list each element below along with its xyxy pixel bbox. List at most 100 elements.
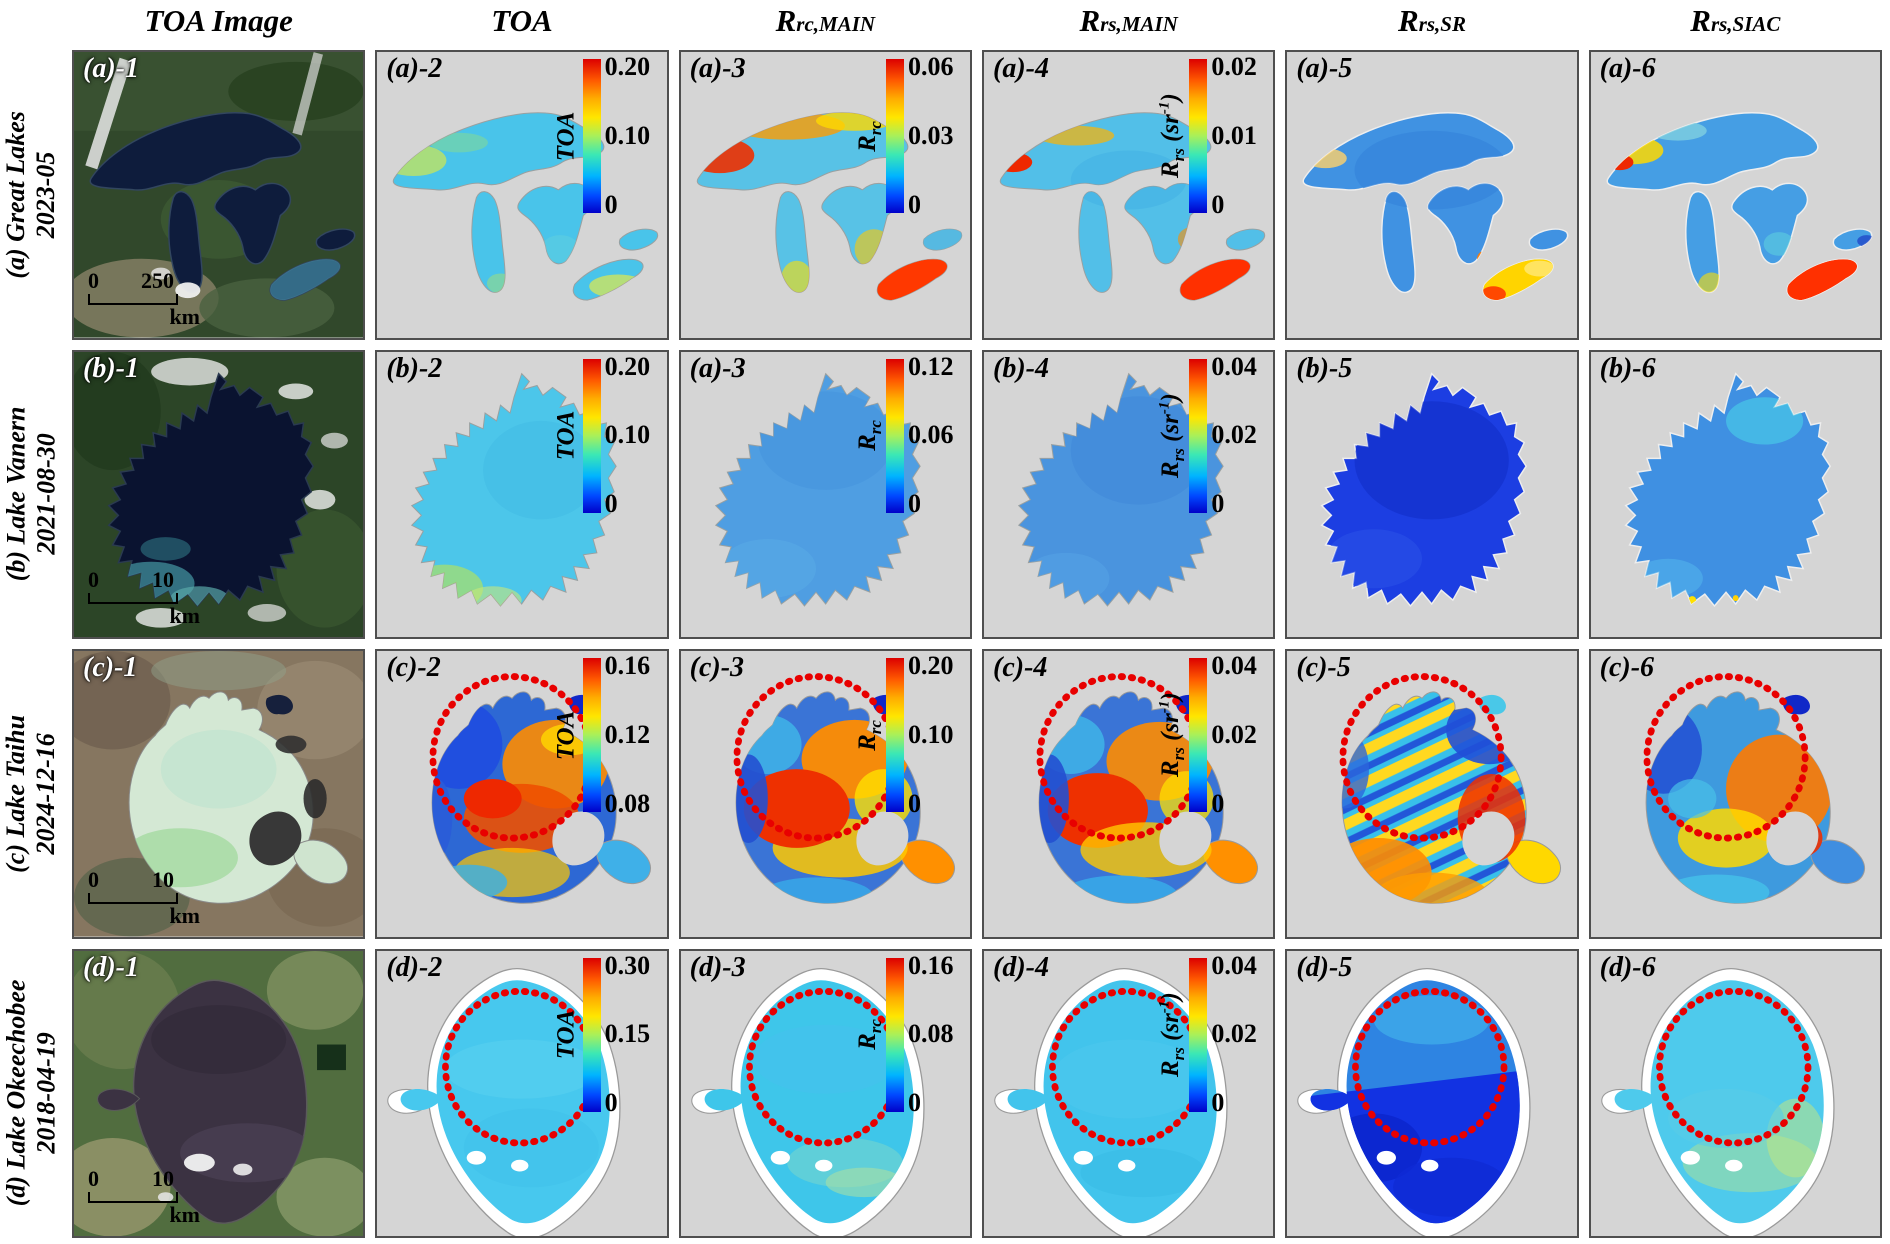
colorbar-rrc: Rrc 0.20 0.10 0 — [852, 651, 966, 818]
panel-c1: (c)-1 0 10 km — [72, 649, 366, 939]
map-lake-okeechobee-rrs-sr — [1297, 967, 1531, 1236]
colorbar-axis-label: Rrs (sr-1) — [1156, 393, 1188, 478]
annotation-circle — [1339, 673, 1505, 842]
map-lake-taihu-rrs-siac — [1643, 673, 1865, 904]
colorbar-axis-label: Rrc — [853, 420, 885, 451]
colorbar-axis-label: TOA — [552, 1009, 580, 1060]
map-lake-okeechobee-toa — [387, 967, 621, 1236]
panel-tag: (b)-2 — [386, 352, 443, 384]
scale-bar: 0 10 km — [88, 866, 200, 928]
panel-c5: (c)-5 — [1285, 649, 1579, 939]
colorbar-ticks: 0.20 0.10 0 — [908, 651, 954, 818]
colorbar-rrs: Rrs (sr-1) 0.02 0.01 0 — [1155, 53, 1269, 217]
colorbar-axis-label: Rrc — [853, 1019, 885, 1050]
colorbar-gradient — [1189, 658, 1208, 812]
colorbar-gradient — [1189, 358, 1208, 513]
satellite-image-lake-okeechobee — [74, 950, 364, 1236]
colorbar-gradient — [886, 358, 904, 513]
colorbar-gradient — [886, 957, 904, 1112]
colorbar-ticks: 0.20 0.10 0 — [604, 52, 651, 219]
panel-tag: (c)-6 — [1599, 652, 1655, 683]
panel-c4: (c)-4 Rrs (sr-1) 0.04 0.02 0 — [982, 649, 1276, 939]
panel-d2: (d)-2 TOA 0.30 0.15 0 — [375, 948, 669, 1238]
scale-bar: 0 10 km — [88, 567, 200, 628]
map-lake-vanern-rrs-siac — [1624, 372, 1831, 607]
colorbar-axis-label: Rrc — [853, 719, 885, 751]
panel-tag: (d)-4 — [993, 951, 1049, 983]
colorbar-gradient — [1189, 59, 1208, 213]
annotation-circle — [1352, 987, 1508, 1146]
panel-tag: (d)-5 — [1296, 951, 1353, 983]
panel-tag: (b)-1 — [83, 352, 139, 384]
map-great-lakes-toa — [377, 52, 666, 338]
map-lake-taihu-rrs-sr — [1339, 673, 1562, 904]
colorbar-gradient — [582, 658, 601, 812]
panel-b6: (b)-6 — [1588, 349, 1882, 639]
column-header-toa: TOA — [491, 2, 553, 38]
colorbar-axis-label: Rrs (sr-1) — [1156, 992, 1188, 1077]
colorbar-gradient — [582, 957, 601, 1112]
annotation-circle — [1655, 987, 1812, 1146]
colorbar-axis-label: Rrc — [853, 120, 885, 152]
panel-a4: (a)-4 Rrs (sr-1) 0.02 0.01 0 — [982, 50, 1276, 340]
colorbar-gradient — [886, 59, 904, 213]
panel-tag: (d)-3 — [689, 951, 746, 983]
scale-bar: 0 10 km — [88, 1166, 200, 1227]
panel-d5: (d)-5 — [1285, 948, 1579, 1238]
panel-tag: (c)-3 — [689, 652, 745, 683]
colorbar-ticks: 0.12 0.06 0 — [908, 351, 954, 519]
panel-tag: (d)-2 — [386, 951, 443, 983]
panel-a5: (a)-5 — [1285, 50, 1579, 340]
map-great-lakes-rrs-siac — [1591, 52, 1880, 338]
map-lake-okeechobee-rrs-main — [994, 967, 1228, 1236]
colorbar-ticks: 0.06 0.03 0 — [908, 52, 954, 219]
panel-d4: (d)-4 Rrs (sr-1) 0.04 0.02 0 — [982, 948, 1276, 1238]
panel-tag: (a)-4 — [993, 53, 1049, 84]
colorbar-rrs: Rrs (sr-1) 0.04 0.02 0 — [1155, 651, 1269, 818]
colorbar-rrc: Rrc 0.06 0.03 0 — [852, 52, 966, 219]
row-label-great-lakes: (a) Great Lakes 2023-05 — [1, 110, 61, 279]
panel-tag: (c)-1 — [83, 652, 138, 683]
colorbar-toa: TOA 0.16 0.12 0.08 — [549, 652, 663, 816]
panel-d3: (d)-3 Rrc 0.16 0.08 0 — [678, 948, 972, 1238]
panel-tag: (a)-2 — [386, 53, 443, 84]
map-lake-okeechobee-rrs-siac — [1600, 967, 1835, 1236]
panel-tag: (b)-4 — [993, 352, 1049, 384]
colorbar-ticks: 0.04 0.02 0 — [1211, 651, 1257, 818]
row-label-lake-okeechobee: (d) Lake Okeechobee 2018-04-19 — [1, 979, 60, 1207]
row-label-lake-taihu: (c) Lake Taihu 2024-12-16 — [1, 714, 61, 873]
colorbar-gradient — [582, 59, 601, 213]
colorbar-rrc: Rrc 0.12 0.06 0 — [852, 351, 966, 519]
panel-tag: (a)-1 — [83, 53, 139, 84]
map-lake-taihu-rrs-main — [1036, 673, 1258, 904]
panel-tag: (b)-6 — [1599, 352, 1656, 384]
colorbar-rrc: Rrc 0.16 0.08 0 — [852, 952, 966, 1116]
colorbar-axis-label: Rrs (sr-1) — [1156, 692, 1188, 778]
map-lake-vanern-rrc — [714, 372, 921, 606]
map-great-lakes-rrs-sr — [1287, 52, 1576, 338]
satellite-image-great-lakes — [74, 52, 364, 338]
panel-c6: (c)-6 — [1588, 649, 1882, 939]
map-lake-taihu-toa — [429, 673, 652, 904]
colorbar-ticks: 0.30 0.15 0 — [604, 950, 651, 1118]
colorbar-toa: TOA 0.20 0.10 0 — [549, 353, 663, 517]
panel-c3: (c)-3 Rrc 0.20 0.10 0 — [678, 649, 972, 939]
colorbar-rrs: Rrs (sr-1) 0.04 0.02 0 — [1155, 351, 1269, 519]
panel-b3: (a)-3 Rrc 0.12 0.06 0 — [678, 349, 972, 639]
colorbar-ticks: 0.04 0.02 0 — [1211, 351, 1257, 519]
panel-tag: (c)-2 — [386, 652, 441, 683]
satellite-image-lake-taihu — [74, 651, 364, 937]
colorbar-ticks: 0.04 0.02 0 — [1211, 950, 1257, 1118]
colorbar-gradient — [886, 658, 904, 812]
map-lake-taihu-rrc — [733, 673, 955, 904]
panel-tag: (b)-5 — [1296, 352, 1353, 384]
panel-a3: (a)-3 Rrc 0.06 0.03 0 — [678, 50, 972, 340]
panel-tag: (a)-3 — [689, 53, 746, 84]
panel-tag: (d)-1 — [83, 951, 139, 983]
column-header-toa-image: TOA Image — [144, 2, 293, 38]
map-lake-vanern-rrs-main — [1018, 372, 1224, 606]
panel-d6: (d)-6 — [1588, 948, 1882, 1238]
